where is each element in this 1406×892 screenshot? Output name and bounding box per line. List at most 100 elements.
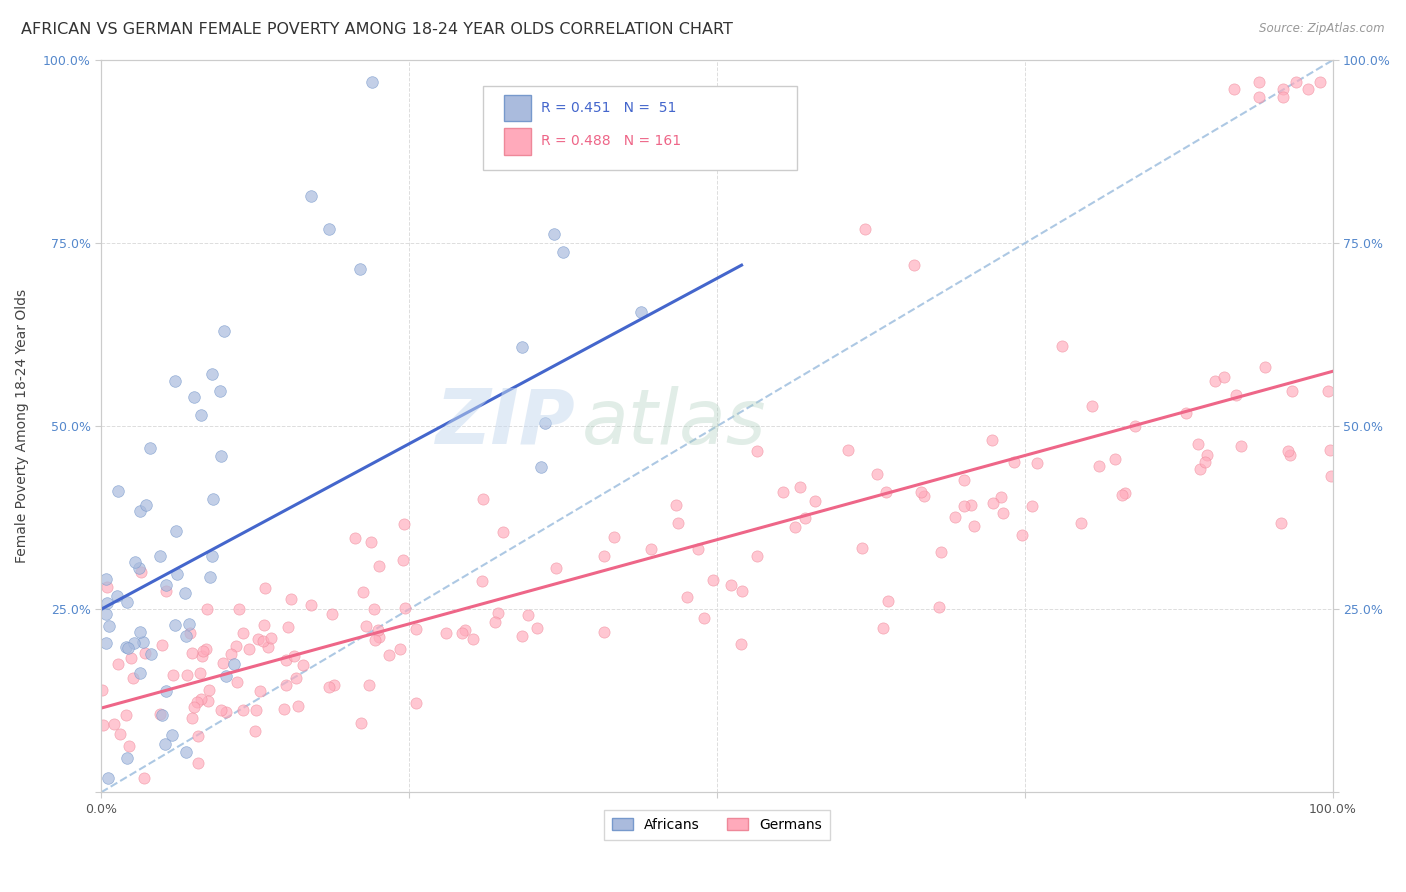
Point bbox=[245, 702, 267, 716]
Point bbox=[510, 340, 533, 354]
Point bbox=[155, 584, 177, 599]
Point bbox=[960, 498, 983, 512]
Point bbox=[1320, 469, 1343, 483]
Point bbox=[516, 607, 538, 622]
FancyBboxPatch shape bbox=[482, 86, 797, 170]
Point bbox=[530, 460, 553, 475]
Point bbox=[139, 647, 162, 661]
Point bbox=[963, 519, 986, 533]
Point bbox=[232, 625, 254, 640]
Point bbox=[122, 636, 145, 650]
Point bbox=[225, 675, 247, 690]
Point bbox=[361, 75, 384, 89]
Point bbox=[1087, 459, 1109, 474]
Point bbox=[201, 367, 224, 381]
Point bbox=[165, 374, 187, 388]
Point bbox=[1272, 82, 1295, 96]
Point bbox=[201, 491, 224, 506]
Point bbox=[378, 648, 401, 662]
Point bbox=[1123, 418, 1146, 433]
Point bbox=[176, 745, 198, 759]
Point bbox=[853, 221, 876, 235]
Point bbox=[224, 657, 246, 671]
Point bbox=[851, 541, 873, 556]
Point bbox=[510, 629, 533, 643]
Point bbox=[155, 683, 177, 698]
Point bbox=[533, 416, 555, 430]
Point bbox=[180, 646, 202, 660]
Point bbox=[929, 545, 952, 559]
Point bbox=[793, 511, 815, 525]
Point bbox=[1309, 75, 1331, 89]
Point bbox=[260, 631, 283, 645]
Text: ZIP: ZIP bbox=[436, 385, 575, 459]
Point bbox=[174, 629, 197, 643]
Point bbox=[214, 324, 236, 338]
Point bbox=[1213, 370, 1236, 384]
Point bbox=[350, 716, 373, 731]
Point bbox=[405, 622, 427, 636]
Point bbox=[287, 698, 309, 713]
Point bbox=[1025, 457, 1047, 471]
Point bbox=[252, 633, 274, 648]
Point bbox=[243, 723, 266, 738]
Point bbox=[1189, 462, 1212, 476]
Point bbox=[96, 607, 118, 621]
Point bbox=[359, 678, 381, 692]
Point bbox=[394, 601, 416, 615]
Point bbox=[1011, 528, 1033, 542]
Point bbox=[208, 384, 231, 399]
Point bbox=[132, 771, 155, 785]
Point bbox=[1279, 448, 1302, 462]
Point bbox=[246, 632, 269, 646]
Point bbox=[283, 649, 305, 664]
Point bbox=[228, 602, 250, 616]
Point bbox=[115, 640, 138, 655]
Point bbox=[1111, 488, 1133, 502]
Text: atlas: atlas bbox=[582, 385, 766, 459]
Point bbox=[232, 702, 254, 716]
Point bbox=[191, 644, 214, 658]
Point bbox=[321, 607, 343, 621]
Point bbox=[1194, 455, 1216, 469]
Point bbox=[318, 681, 340, 695]
Point bbox=[526, 620, 548, 634]
Point bbox=[592, 549, 614, 563]
Point bbox=[1002, 454, 1025, 468]
Point bbox=[219, 647, 242, 661]
Point bbox=[91, 717, 114, 731]
Bar bbox=[503, 128, 531, 154]
Point bbox=[238, 642, 260, 657]
Point bbox=[405, 696, 427, 710]
Point bbox=[97, 619, 120, 633]
Point bbox=[96, 580, 118, 594]
Point bbox=[176, 668, 198, 682]
Point bbox=[129, 665, 152, 680]
Y-axis label: Female Poverty Among 18-24 Year Olds: Female Poverty Among 18-24 Year Olds bbox=[15, 289, 30, 563]
Point bbox=[256, 640, 278, 654]
Point bbox=[276, 678, 298, 692]
Point bbox=[187, 729, 209, 743]
Point bbox=[103, 716, 125, 731]
Point bbox=[155, 737, 177, 751]
Point bbox=[912, 489, 935, 503]
Point bbox=[1223, 82, 1246, 96]
Point bbox=[150, 638, 173, 652]
Point bbox=[96, 572, 118, 586]
Point bbox=[299, 598, 322, 612]
Point bbox=[129, 625, 152, 640]
Point bbox=[943, 509, 966, 524]
Point bbox=[343, 531, 366, 545]
Point bbox=[1187, 437, 1209, 451]
Point bbox=[186, 695, 208, 709]
Point bbox=[284, 671, 307, 685]
Point bbox=[162, 668, 184, 682]
Point bbox=[149, 549, 172, 563]
Point bbox=[461, 632, 484, 646]
Text: Source: ZipAtlas.com: Source: ZipAtlas.com bbox=[1260, 22, 1385, 36]
Point bbox=[745, 444, 768, 458]
Point bbox=[215, 705, 238, 719]
Point bbox=[1317, 384, 1340, 398]
Point bbox=[434, 625, 457, 640]
Point bbox=[363, 602, 385, 616]
